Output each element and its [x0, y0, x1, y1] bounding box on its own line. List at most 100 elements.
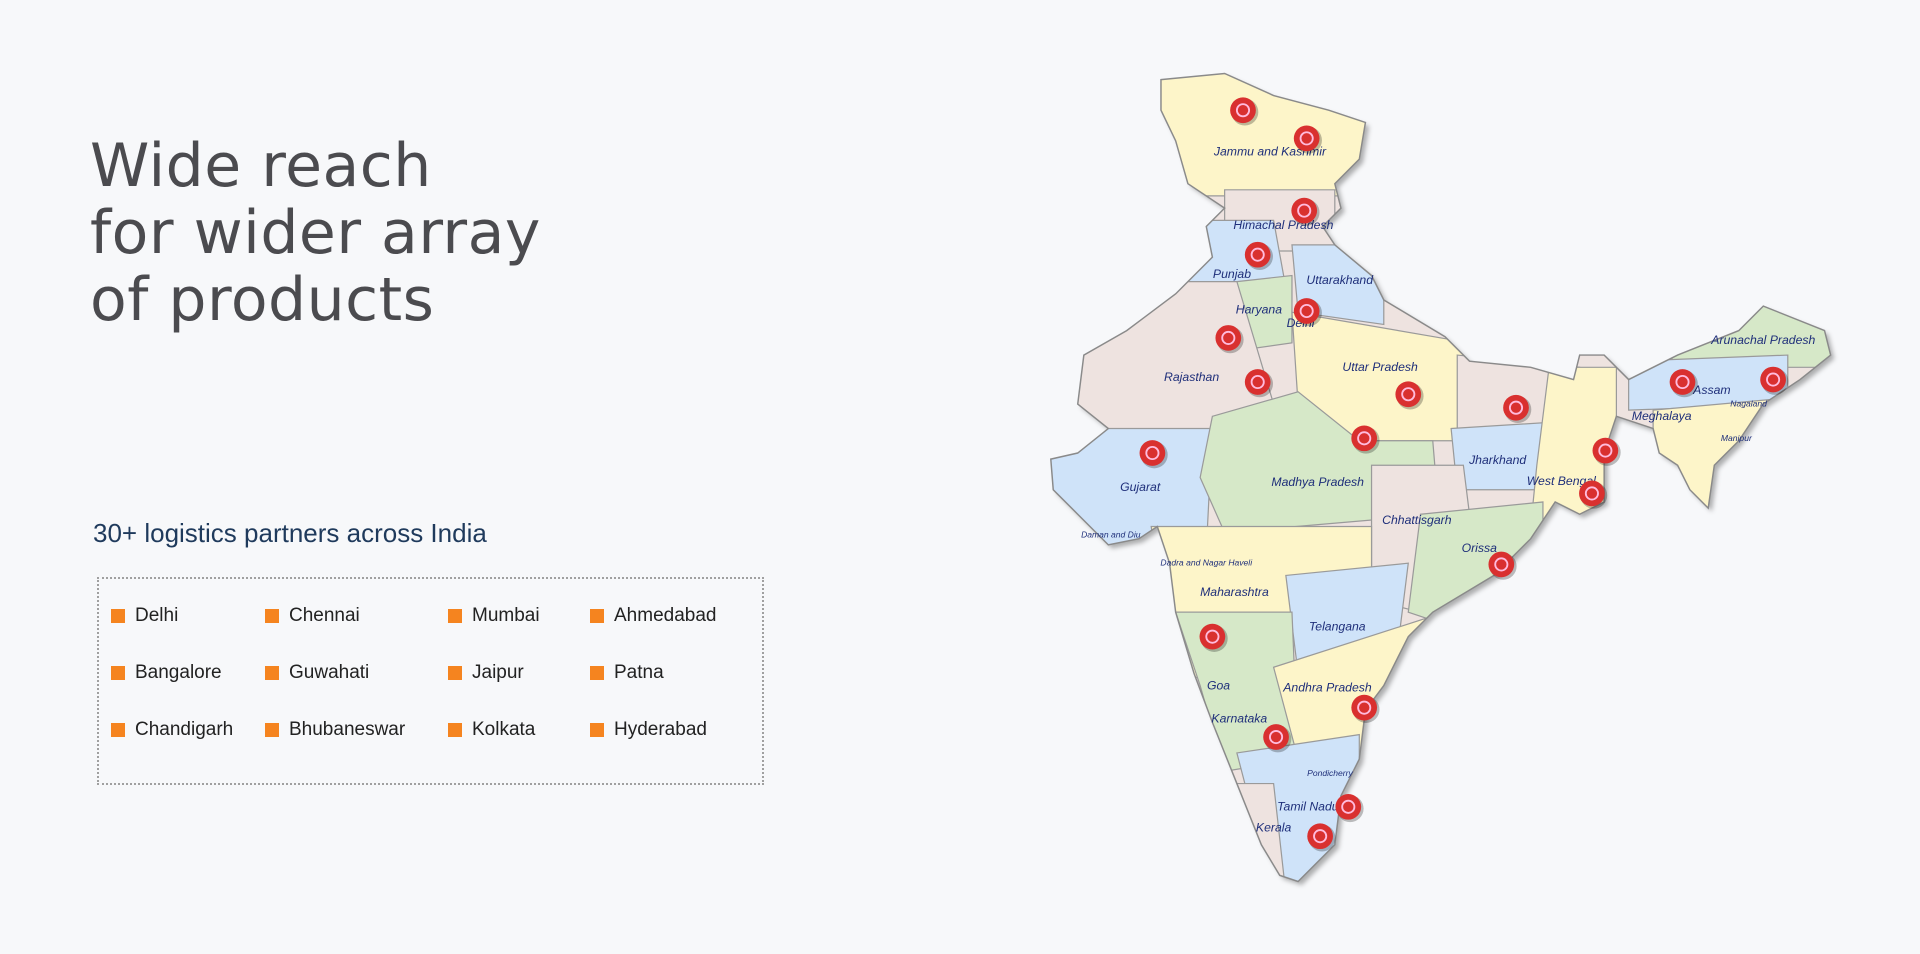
marker-part: [1351, 425, 1378, 452]
state-label: West Bengal: [1527, 474, 1596, 488]
heading-line: Wide reach: [90, 131, 432, 201]
bullet: [448, 723, 462, 737]
city-item: Jaipur: [448, 662, 524, 684]
state-label: Daman and Diu: [1081, 529, 1141, 539]
state-label: Kerala: [1256, 820, 1292, 834]
marker-part: [1494, 557, 1509, 572]
subheading: 30+ logistics partners across India: [93, 518, 487, 548]
marker-part: [1357, 700, 1372, 715]
location-marker: [1307, 823, 1336, 852]
location-marker: [1293, 298, 1322, 327]
bullet: [265, 723, 279, 737]
state-label: Tamil Nadu: [1277, 799, 1339, 813]
marker-part: [1269, 729, 1284, 745]
marker-part: [1401, 387, 1416, 402]
city-item: Hyderabad: [590, 719, 707, 741]
marker-part: [1299, 303, 1314, 319]
state-label: Gujarat: [1120, 480, 1161, 494]
bullet: [448, 609, 462, 623]
location-marker: [1139, 440, 1168, 469]
city-item: Delhi: [111, 605, 178, 627]
states: [1050, 73, 1831, 882]
city-name: Jaipur: [472, 662, 524, 683]
state-label: Goa: [1207, 678, 1230, 692]
marker-part: [1335, 793, 1362, 820]
location-marker: [1199, 623, 1228, 652]
city-item: Ahmedabad: [590, 605, 716, 627]
city-name: Bhubaneswar: [289, 719, 406, 740]
marker-part: [1244, 369, 1271, 395]
marker-part: [1297, 203, 1312, 218]
marker-part: [1215, 325, 1242, 351]
marker-part: [1235, 103, 1251, 118]
marker-part: [1766, 372, 1781, 387]
marker-part: [1313, 829, 1328, 844]
marker-part: [1598, 443, 1613, 458]
marker-part: [1293, 298, 1320, 324]
state-label: Haryana: [1236, 302, 1282, 316]
city-name: Delhi: [135, 605, 179, 626]
state-label: Assam: [1692, 383, 1730, 397]
marker-part: [1395, 381, 1422, 408]
marker-part: [1503, 394, 1529, 421]
marker-part: [1760, 366, 1786, 393]
marker-part: [1488, 551, 1515, 578]
state-label: Arunachal Pradesh: [1710, 333, 1815, 347]
marker-part: [1357, 431, 1372, 446]
state-label: Uttarakhand: [1306, 273, 1374, 287]
marker-part: [1299, 131, 1314, 146]
city-name: Hyderabad: [614, 719, 707, 740]
markers: [1139, 97, 1789, 852]
location-marker: [1335, 793, 1364, 823]
location-marker: [1669, 369, 1698, 398]
location-marker: [1351, 425, 1380, 454]
marker-part: [1230, 97, 1256, 124]
city-item: Mumbai: [448, 605, 540, 627]
state-label: Orissa: [1462, 541, 1498, 555]
city-item: Chandigarh: [111, 719, 233, 741]
state-label: Andhra Pradesh: [1282, 681, 1372, 695]
state-label: Madhya Pradesh: [1271, 475, 1364, 489]
city-name: Mumbai: [472, 605, 540, 626]
marker-part: [1579, 480, 1605, 507]
state-label: Chhattisgarh: [1382, 513, 1452, 527]
state-label: Telangana: [1309, 620, 1366, 634]
bullet: [448, 666, 462, 680]
location-marker: [1488, 551, 1517, 580]
city-name: Guwahati: [289, 662, 370, 683]
heading-line: of products: [90, 265, 435, 335]
bullet: [590, 723, 604, 737]
marker-part: [1508, 400, 1524, 415]
state-label: Himachal Pradesh: [1233, 218, 1333, 232]
state-label: Nagaland: [1730, 398, 1767, 408]
state-label: Jharkhand: [1468, 453, 1527, 467]
marker-part: [1669, 369, 1696, 395]
location-marker: [1293, 125, 1322, 154]
bullet: [265, 666, 279, 680]
city-item: Bangalore: [111, 662, 222, 684]
city-name: Chandigarh: [135, 719, 234, 740]
marker-part: [1293, 125, 1320, 152]
marker-part: [1250, 374, 1265, 390]
city-item: Guwahati: [265, 662, 369, 684]
location-marker: [1263, 724, 1292, 753]
state-label: Karnataka: [1211, 711, 1267, 725]
location-marker: [1503, 394, 1532, 424]
state-label: Pondicherry: [1307, 768, 1353, 778]
state-label: Meghalaya: [1632, 409, 1692, 423]
city-item: Kolkata: [448, 719, 535, 741]
heading-line: for wider array: [90, 198, 541, 268]
state-label: Punjab: [1213, 267, 1251, 281]
state-label: Uttar Pradesh: [1342, 360, 1418, 374]
marker-part: [1307, 823, 1333, 850]
city-name: Bangalore: [135, 662, 222, 683]
marker-part: [1291, 197, 1318, 224]
bullet: [265, 609, 279, 623]
state-label: Dadra and Nagar Haveli: [1160, 558, 1253, 568]
heading: Wide reach for wider array of products: [90, 133, 541, 334]
bullet: [111, 609, 125, 623]
location-marker: [1760, 366, 1789, 395]
